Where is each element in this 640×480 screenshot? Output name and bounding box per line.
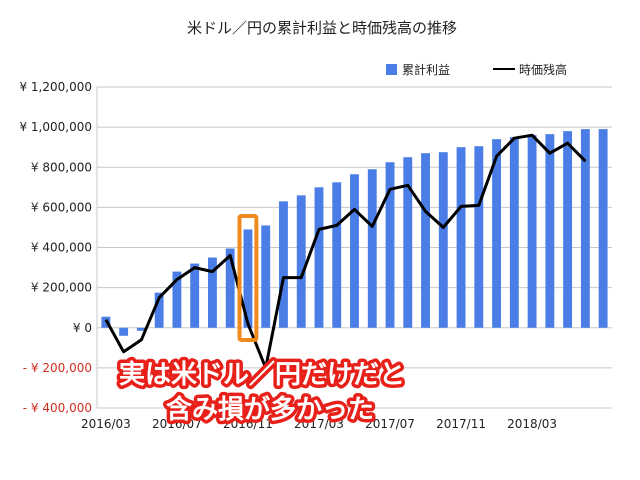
x-tick-label: 2016/11 <box>223 417 273 431</box>
bar <box>367 169 377 328</box>
bar <box>492 139 502 328</box>
y-tick-label: - ¥ 200,000 <box>23 361 92 375</box>
y-tick-label: ¥ 200,000 <box>31 281 92 295</box>
x-tick-label: 2017/11 <box>436 417 486 431</box>
bar <box>456 147 466 328</box>
annotation-line-1: 実は米ドル／円だけだと <box>119 359 405 390</box>
y-tick-label: ¥ 1,200,000 <box>19 80 92 94</box>
bar <box>332 182 342 328</box>
line-series <box>104 133 587 370</box>
bar <box>190 263 200 328</box>
bar <box>421 153 430 328</box>
bar <box>350 174 359 328</box>
line-series-path <box>104 133 587 370</box>
x-axis-ticks: 2016/03 2016/07 2016/11 2017/03 2017/07 2017/… <box>81 417 557 431</box>
chart-title: 米ドル／円の累計利益と時価残高の推移 <box>187 19 457 37</box>
y-tick-label: ¥ 600,000 <box>31 200 92 214</box>
legend-line-label: 時価残高 <box>519 62 567 77</box>
bar <box>119 327 129 336</box>
bar <box>314 187 324 328</box>
bar <box>580 129 590 328</box>
annotation: 実は米ドル／円だけだと 含み損が多かった <box>115 356 408 429</box>
x-tick-label: 2016/07 <box>152 417 202 431</box>
x-tick-label: 2017/07 <box>365 417 415 431</box>
legend-bar-swatch <box>386 64 397 75</box>
bar <box>154 292 164 328</box>
y-tick-label: ¥ 400,000 <box>31 241 92 255</box>
y-tick-label: - ¥ 400,000 <box>23 401 92 415</box>
bar <box>207 257 217 328</box>
y-axis-ticks: ¥ 1,200,000 ¥ 1,000,000 ¥ 800,000 ¥ 600,000… <box>19 80 92 415</box>
highlight-box <box>237 214 259 342</box>
legend: 累計利益 時価残高 <box>386 62 567 77</box>
bar <box>474 146 484 328</box>
y-tick-label: ¥ 1,000,000 <box>19 120 92 134</box>
bar <box>545 134 555 328</box>
bar <box>509 137 519 328</box>
bar <box>438 152 448 328</box>
bar <box>296 195 306 328</box>
x-tick-label: 2016/03 <box>81 417 131 431</box>
bar-series <box>101 129 608 336</box>
x-tick-label: 2017/03 <box>294 417 344 431</box>
bar <box>136 327 146 331</box>
bar <box>279 201 288 328</box>
x-tick-label: 2018/03 <box>507 417 557 431</box>
bar <box>527 135 537 328</box>
y-tick-label: ¥ 0 <box>73 321 92 335</box>
bar <box>598 129 608 328</box>
legend-bar-label: 累計利益 <box>402 62 450 77</box>
highlight-box-group <box>237 214 259 342</box>
bar <box>261 225 271 328</box>
bar <box>172 271 182 328</box>
bar <box>243 229 253 328</box>
annotation-line-2: 含み損が多かった <box>166 394 374 425</box>
bar <box>563 131 573 328</box>
bar <box>403 157 413 328</box>
bar <box>385 162 395 328</box>
y-tick-label: ¥ 800,000 <box>31 160 92 174</box>
bar <box>225 248 235 328</box>
